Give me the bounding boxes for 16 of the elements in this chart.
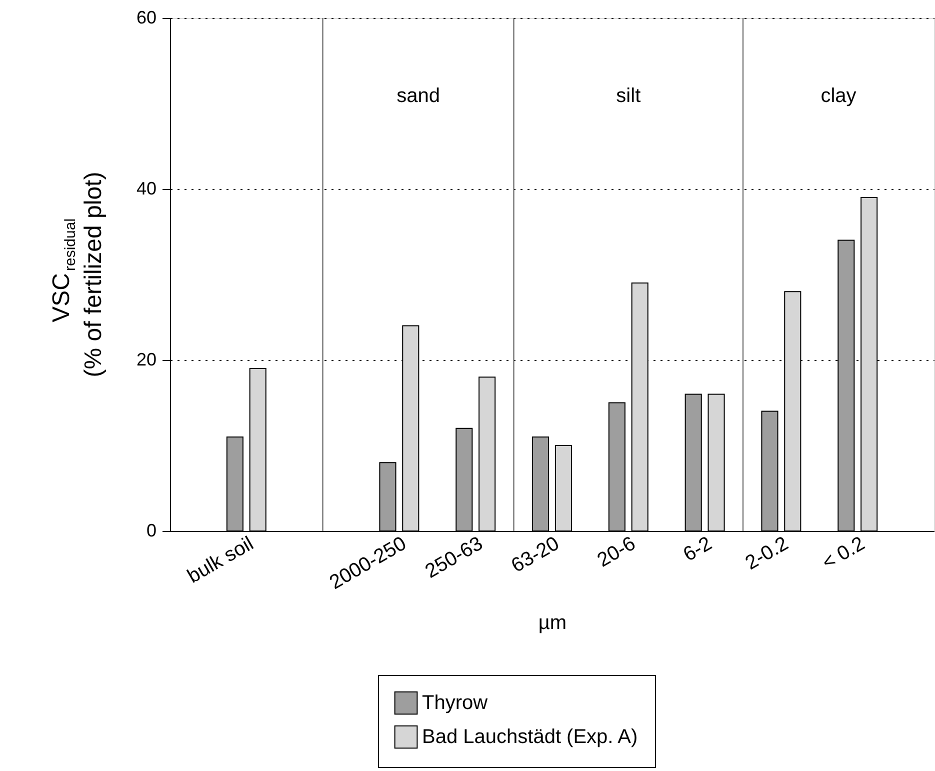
x-tick-label: 2-0.2 (742, 532, 792, 574)
annotation: clay (820, 85, 856, 107)
x-tick-label: 20-6 (594, 532, 640, 572)
x-axis-title: µm (538, 612, 567, 634)
y-tick-label: 60 (136, 8, 156, 28)
legend-label: Thyrow (422, 692, 488, 714)
annotation: silt (616, 85, 642, 107)
legend-label: Bad Lauchstädt (Exp. A) (422, 726, 638, 748)
x-tick-label: 63-20 (508, 532, 563, 578)
x-tick-label: < 0.2 (818, 532, 869, 574)
annotation: sand (396, 85, 440, 107)
y-tick-label: 40 (136, 178, 156, 198)
x-tick-label: 6-2 (680, 532, 716, 566)
x-tick-label: bulk soil (184, 532, 258, 588)
y-tick-label: 0 (146, 520, 156, 540)
y-tick-label: 20 (136, 350, 156, 370)
